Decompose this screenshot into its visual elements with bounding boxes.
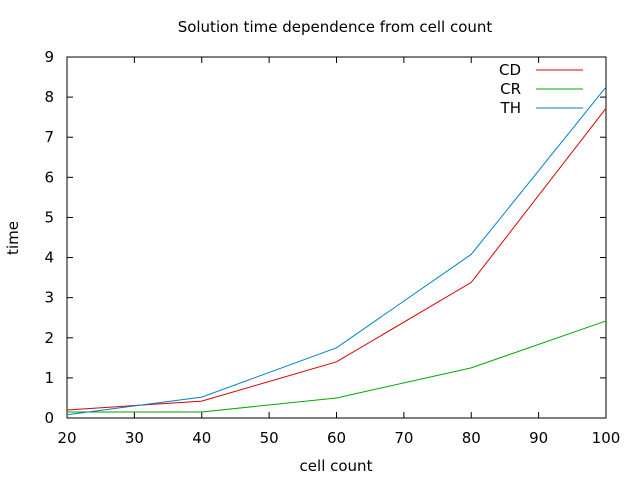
series-lines bbox=[66, 86, 607, 416]
y-tick-label: 6 bbox=[44, 168, 54, 186]
y-tick-label: 7 bbox=[44, 128, 54, 146]
y-tick-label: 5 bbox=[44, 208, 54, 226]
x-tick-label: 30 bbox=[125, 429, 144, 447]
x-tick-label: 40 bbox=[192, 429, 211, 447]
plot-frame bbox=[66, 56, 607, 419]
x-tick-label: 80 bbox=[462, 429, 481, 447]
series-line-th bbox=[66, 86, 607, 416]
x-tick-label: 50 bbox=[260, 429, 279, 447]
x-tick-label: 100 bbox=[592, 429, 621, 447]
x-tick-label: 90 bbox=[529, 429, 548, 447]
x-axis-label: cell count bbox=[300, 457, 373, 475]
x-tick-label: 70 bbox=[394, 429, 413, 447]
x-tick-label: 60 bbox=[327, 429, 346, 447]
y-axis-label: time bbox=[4, 221, 22, 255]
legend-label-cd: CD bbox=[499, 61, 521, 79]
y-tick-label: 2 bbox=[44, 329, 54, 347]
y-tick-label: 0 bbox=[44, 409, 54, 427]
chart-title: Solution time dependence from cell count bbox=[178, 18, 493, 36]
x-tick-label: 20 bbox=[57, 429, 76, 447]
y-tick-label: 9 bbox=[44, 48, 54, 66]
series-line-cd bbox=[66, 108, 607, 411]
series-line-cr bbox=[67, 320, 607, 413]
y-tick-label: 4 bbox=[44, 249, 54, 267]
legend-label-cr: CR bbox=[500, 80, 521, 98]
axis-ticks: 20 30 40 50 60 70 80 90 100 0 1 2 3 4 5 6 7 8 9 bbox=[44, 48, 620, 447]
y-tick-label: 8 bbox=[44, 88, 54, 106]
y-tick-label: 1 bbox=[44, 369, 54, 387]
y-tick-label: 3 bbox=[44, 289, 54, 307]
legend-label-th: TH bbox=[500, 99, 521, 117]
